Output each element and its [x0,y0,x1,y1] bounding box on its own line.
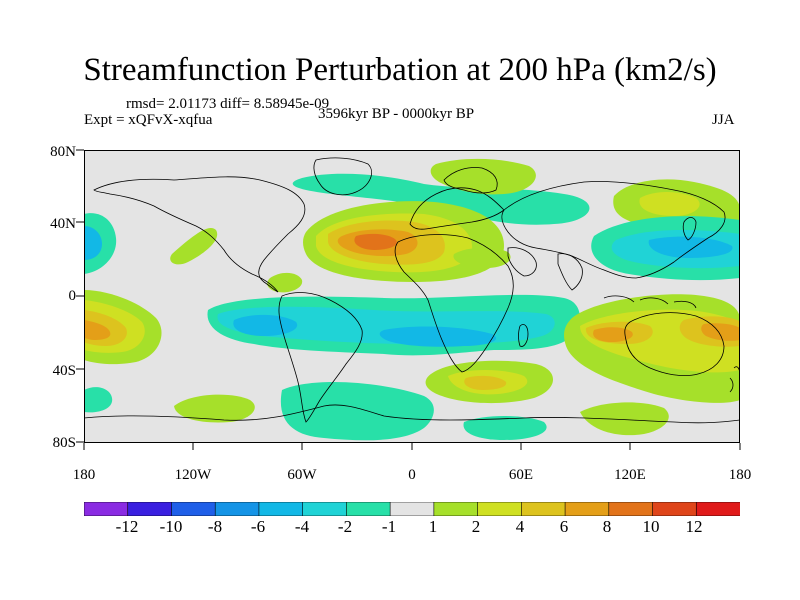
contour-neg3-southern-band-west [233,314,298,336]
contour-pos3-south-indian [464,375,507,390]
contour-fills [84,158,740,441]
coast-indonesia [603,295,697,309]
x-tick-60e: 60E [508,467,534,483]
coast-antarctica [84,404,740,424]
coast-japan [682,217,697,241]
y-tick-0: 0 [68,288,77,304]
colorbar-swatch-12 [608,502,654,516]
colorbar [84,502,740,516]
colorbar-swatch-14 [695,502,740,516]
y-tick-40s: 40S [52,363,76,379]
colorbar-swatch-5 [302,502,348,516]
contour-pos-antarctic-east [580,402,669,436]
coast-greenland [313,157,372,196]
colorbar-swatch-13 [652,502,698,516]
coast-madagascar [518,324,529,347]
contour-pos2-north-pacific [639,192,700,216]
contour-pos-south-pacific [174,394,255,423]
coast-asia [501,181,726,279]
contour-pos5-sahara [354,233,397,250]
coast-africa [394,234,514,373]
x-tick-180e: 180 [728,467,752,483]
colorbar-label-2: 2 [471,517,481,536]
x-tick-0: 0 [408,467,416,483]
colorbar-swatch-11 [564,502,610,516]
colorbar-label-m4: -4 [294,517,310,536]
period-label: 3596kyr BP - 0000kyr BP [318,106,475,122]
x-tick-60w: 60W [287,467,317,483]
contour-neg3-pacific-jet [648,236,733,258]
y-tick-80s: 80S [52,435,76,451]
colorbar-label-10: 10 [642,517,660,536]
contour-pos4-australia-east [701,323,740,341]
colorbar-swatch-8 [433,502,479,516]
y-tick-80n: 80N [50,144,76,160]
figure-title: Streamfunction Perturbation at 200 hPa (… [83,52,717,88]
colorbar-swatch-4 [258,502,304,516]
contour-neg-north-atlantic [292,173,590,225]
contour-pos-arabia [453,247,511,268]
coast-arabia [507,247,537,277]
map-frame [84,150,740,443]
colorbar-label-1: 1 [428,517,438,536]
colorbar-label-m1: -1 [381,517,397,536]
coastlines [84,157,740,424]
colorbar-label-8: 8 [602,517,612,536]
colorbar-label-6: 6 [559,517,569,536]
x-tick-180w: 180 [72,467,96,483]
colorbar-swatch-7 [389,502,435,516]
coast-scandinavia [443,167,498,194]
contour-pos4-west-edge [84,320,111,340]
colorbar-label-m10: -10 [159,517,183,536]
colorbar-swatch-6 [346,502,391,516]
contour-neg-antarctic [280,382,434,441]
colorbar-label-4: 4 [515,517,525,536]
colorbar-label-m12: -12 [115,517,139,536]
colorbar-swatch-2 [171,502,217,516]
colorbar-label-12: 12 [685,517,703,536]
stats-line: rmsd= 2.01173 diff= 8.58945e-09 [126,96,330,112]
coast-north-america [93,176,306,293]
colorbar-label-m6: -6 [250,517,266,536]
map-panel [84,150,740,443]
experiment-label: Expt = xQFvX-xqfua [84,112,213,128]
season-label: JJA [712,112,735,128]
axis-ticks [76,149,741,450]
contour-pos-caribbean [267,272,303,293]
contour-pos4-australia [593,327,633,342]
colorbar-swatch-0 [84,502,129,516]
coast-india [557,253,583,291]
y-tick-40n: 40N [50,216,76,232]
contour-neg2-west-edge [84,226,102,260]
contour-neg-antarctic-east [463,416,547,440]
colorbar-swatch-3 [214,502,260,516]
coast-australia [624,312,725,376]
colorbar-label-m8: -8 [207,517,223,536]
contour-neg3-southern-band-east [379,326,497,347]
contour-pos-north-america [170,228,218,265]
contour-neg-south-pacific [84,387,113,413]
x-tick-120w: 120W [174,467,212,483]
colorbar-swatch-9 [477,502,523,516]
colorbar-label-m2: -2 [337,517,353,536]
colorbar-swatch-10 [521,502,566,516]
contour-pos-scandinavia [430,158,536,195]
coast-south-america [278,292,363,423]
colorbar-swatch-1 [127,502,173,516]
x-tick-120e: 120E [614,467,646,483]
